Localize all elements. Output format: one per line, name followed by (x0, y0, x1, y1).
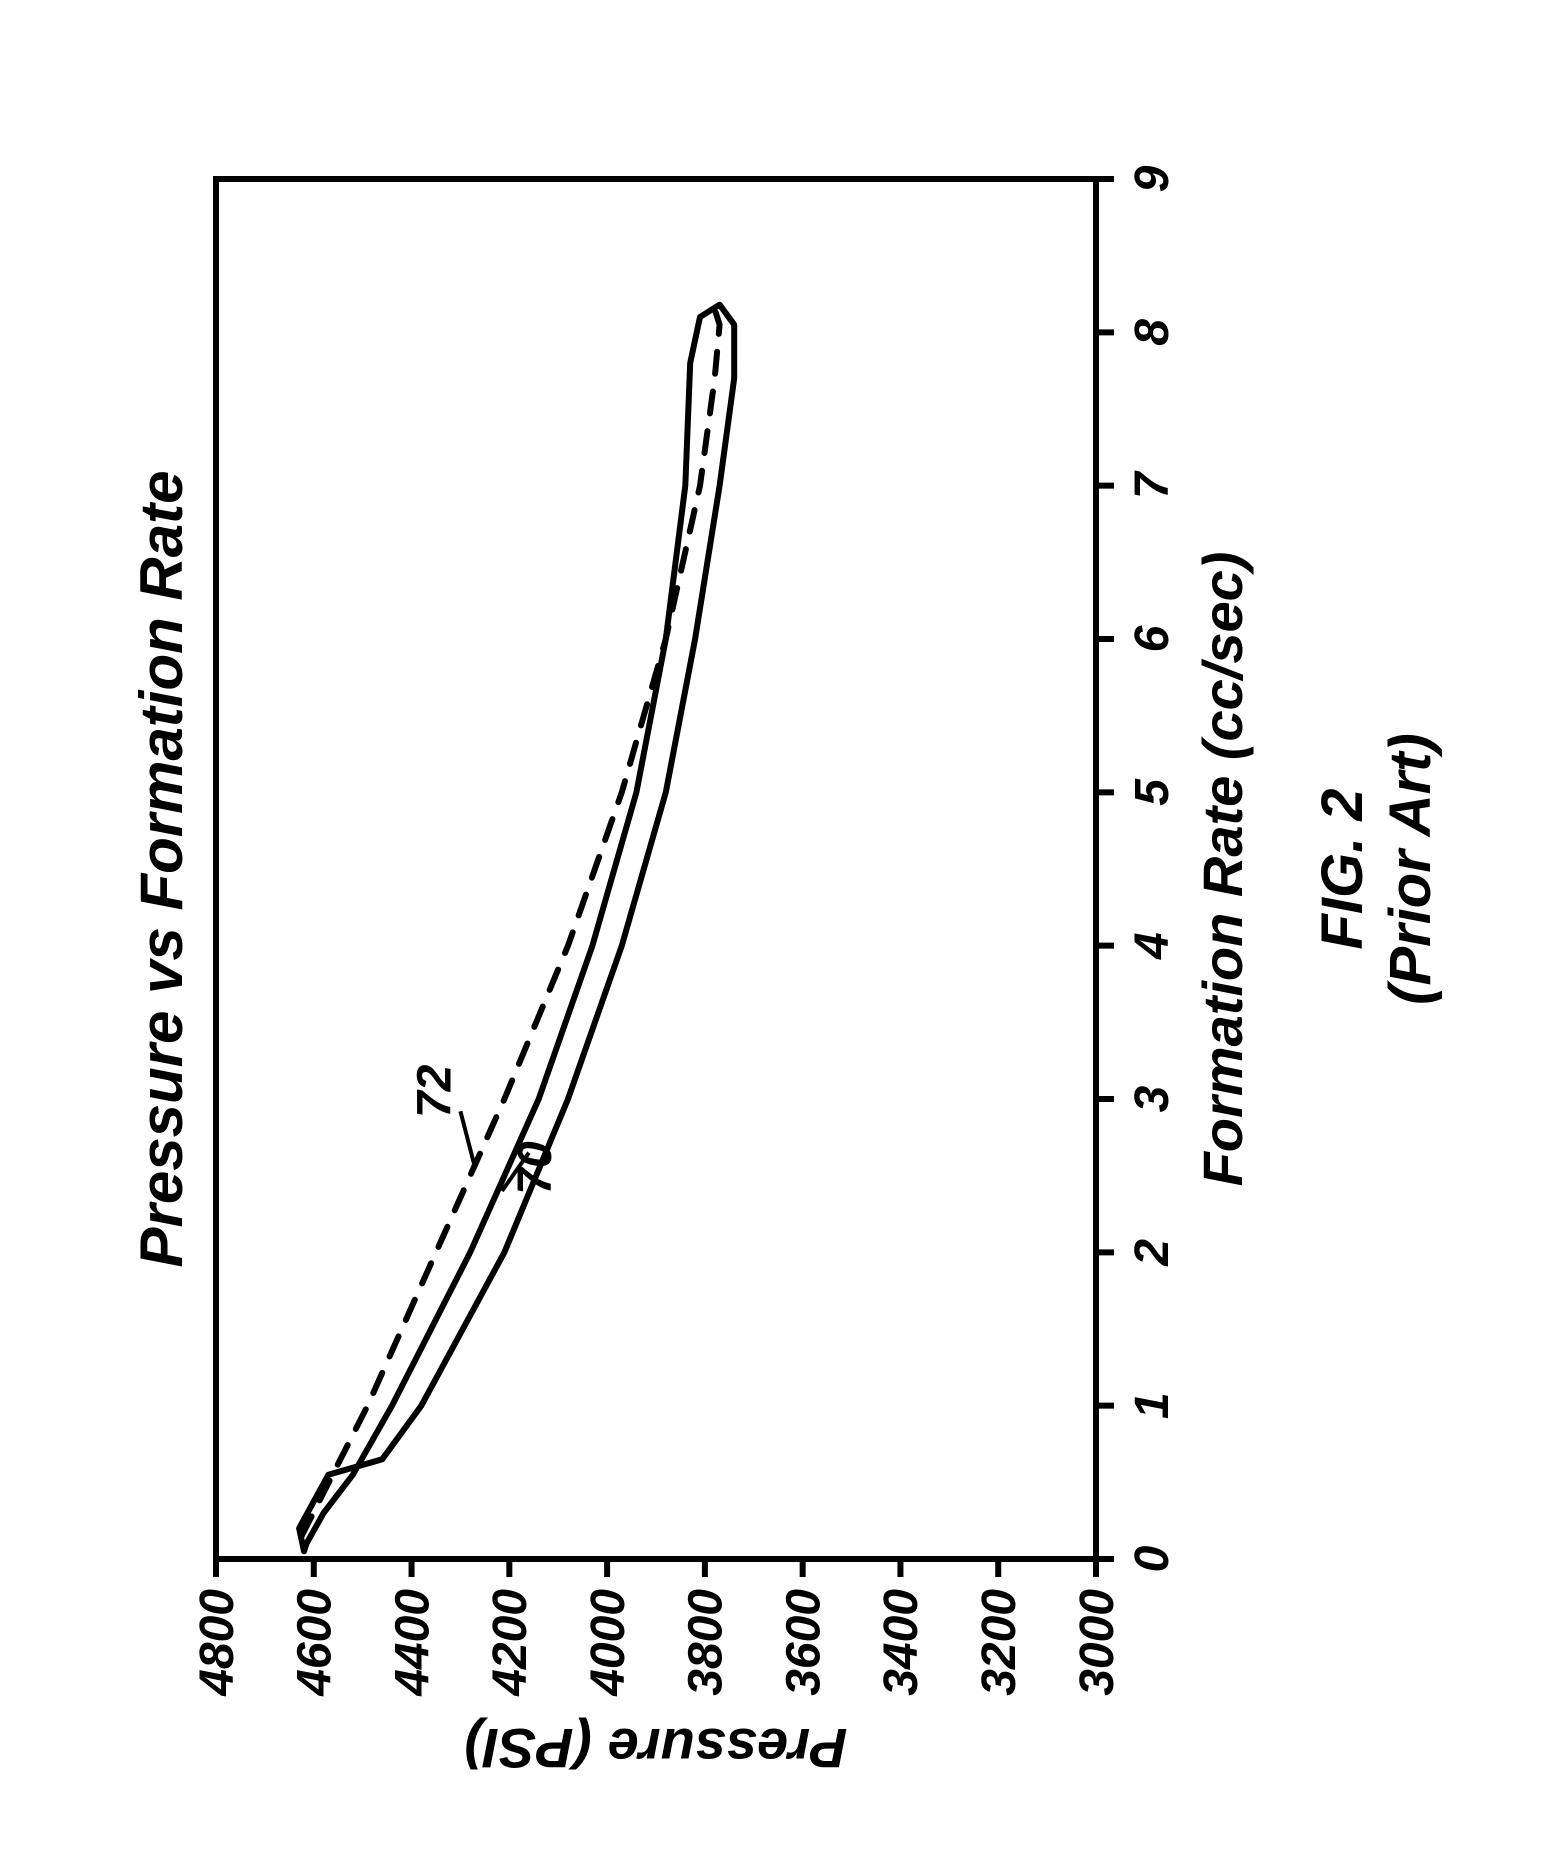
x-tick-label: 1 (1126, 1392, 1179, 1419)
y-tick-label: 3200 (973, 1588, 1026, 1695)
x-tick-label: 5 (1126, 777, 1179, 805)
x-tick-label: 3 (1126, 1085, 1179, 1112)
series-72-line-leader (460, 1111, 475, 1168)
y-tick-label: 3400 (875, 1588, 928, 1695)
series-72-line (302, 309, 720, 1536)
pressure-vs-formation-rate-chart: 0 1 2 3 4 5 6 7 8 9 3000 3200 3400 3600 3800 4000 4200 44… (96, 79, 1446, 1779)
series-70-curve (299, 304, 734, 1551)
y-axis-label: Pressure (PSI) (465, 1717, 848, 1779)
x-tick-label: 4 (1126, 932, 1179, 960)
y-tick-label: 4400 (386, 1588, 439, 1696)
plot-border (216, 179, 1096, 1559)
x-tick-label: 0 (1126, 1545, 1179, 1572)
x-tick-label: 2 (1126, 1238, 1179, 1266)
y-tick-label: 4000 (582, 1588, 635, 1696)
y-tick-label: 3600 (777, 1588, 830, 1695)
y-tick-label: 3800 (680, 1588, 733, 1695)
x-tick-label: 9 (1126, 165, 1179, 192)
chart-title: Pressure vs Formation Rate (128, 470, 195, 1267)
y-tick-label: 4800 (191, 1588, 244, 1696)
y-tick-label: 3000 (1071, 1588, 1124, 1695)
figure-caption-line1: FIG. 2 (1310, 788, 1375, 949)
x-tick-label: 6 (1126, 625, 1179, 652)
x-axis-label: Formation Rate (cc/sec) (1191, 551, 1254, 1186)
y-tick-label: 4600 (289, 1588, 342, 1696)
figure-caption-line2: (Prior Art) (1378, 733, 1443, 1005)
series-70-curve-label: 70 (509, 1141, 562, 1195)
series-72-line-label: 72 (409, 1064, 462, 1118)
y-tick-label: 4200 (484, 1588, 537, 1696)
page: 0 1 2 3 4 5 6 7 8 9 3000 3200 3400 3600 3800 4000 4200 44… (0, 0, 1542, 1857)
x-tick-label: 7 (1126, 470, 1179, 499)
x-tick-label: 8 (1126, 318, 1179, 345)
chart-rotated-container: 0 1 2 3 4 5 6 7 8 9 3000 3200 3400 3600 3800 4000 4200 44… (96, 79, 1446, 1779)
